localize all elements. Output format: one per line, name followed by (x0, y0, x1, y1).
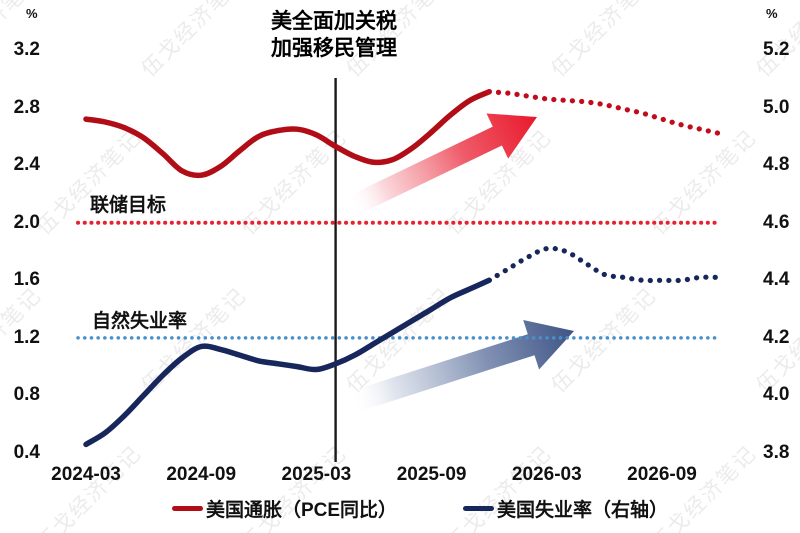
chart-title: 美全面加关税 加强移民管理 (271, 8, 397, 62)
legend-item-inflation: 美国通胀（PCE同比） (171, 495, 398, 522)
natural-rate-label: 自然失业率 (92, 311, 188, 332)
inflation-forecast-dots (486, 89, 723, 137)
unemployment-line-swatch (463, 506, 495, 511)
x-axis-tick-label: 2025-03 (281, 464, 352, 485)
x-axis-tick-label: 2025-09 (396, 464, 467, 485)
unemployment-rising-arrow (349, 320, 574, 413)
x-axis-tick-label: 2024-09 (166, 464, 237, 485)
inflation-rising-arrow (347, 113, 537, 216)
left-axis-tick-label: 2.0 (13, 211, 40, 233)
inflation-line (83, 88, 492, 179)
right-axis-unit: % (766, 6, 778, 21)
watermark-text: 伍戈经济笔记 (32, 126, 146, 240)
right-axis-tick-label: 4.8 (763, 154, 790, 176)
reference-lines-layer (76, 220, 719, 340)
legend-label-unemployment: 美国失业率（右轴） (497, 500, 669, 521)
left-axis-tick-label: 2.8 (13, 96, 40, 118)
x-axis-tick-label: 2026-03 (511, 464, 582, 485)
watermark-text: 伍戈经济笔记 (647, 126, 761, 240)
right-axis-tick-label: 4.4 (763, 269, 790, 291)
unemployment-line (83, 277, 492, 448)
left-axis-tick-label: 1.6 (13, 269, 40, 291)
right-axis-tick-label: 4.0 (763, 384, 790, 406)
chart-title-line1: 美全面加关税 (271, 10, 397, 33)
data-series-layer (83, 88, 723, 448)
left-axis-tick-label: 1.2 (13, 326, 40, 348)
legend-label-inflation: 美国通胀（PCE同比） (205, 500, 398, 521)
right-axis-tick-label: 4.2 (763, 326, 790, 348)
x-axis-tick-label: 2026-09 (627, 464, 697, 485)
right-axis-tick-label: 5.0 (763, 96, 790, 118)
fed-target-label: 联储目标 (90, 195, 167, 216)
right-axis-tick-label: 5.2 (763, 39, 790, 60)
watermark-text: 伍戈经济笔记 (137, 0, 251, 82)
left-axis-tick-label: 0.4 (13, 442, 40, 463)
left-axis-tick-label: 2.4 (13, 154, 40, 176)
chart-title-line2: 加强移民管理 (271, 37, 397, 60)
right-axis-tick-label: 3.8 (763, 442, 790, 463)
unemployment-forecast-dots (486, 245, 723, 284)
legend: 美国通胀（PCE同比） 美国失业率（右轴） (0, 495, 800, 522)
left-axis-tick-label: 3.2 (13, 39, 40, 60)
left-axis-unit: % (26, 6, 38, 21)
left-axis-tick-label: 0.8 (13, 384, 40, 406)
trend-arrows-layer (347, 113, 574, 413)
inflation-line-swatch (171, 506, 203, 511)
right-axis-tick-label: 4.6 (763, 211, 790, 233)
x-axis-tick-label: 2024-03 (51, 464, 121, 485)
legend-item-unemployment: 美国失业率（右轴） (463, 495, 668, 522)
watermark-text: 伍戈经济笔记 (547, 0, 661, 82)
